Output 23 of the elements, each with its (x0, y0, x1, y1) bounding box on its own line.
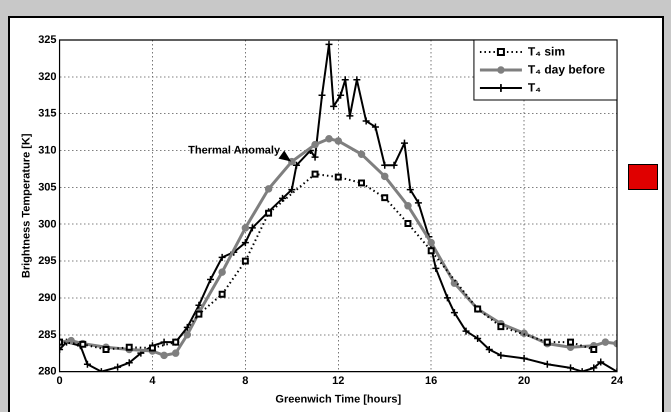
x-tick-label: 24 (610, 375, 624, 388)
y-tick-label: 325 (38, 34, 57, 46)
legend-label: T₄ (528, 80, 542, 94)
legend-label: T₄ sim (528, 44, 565, 58)
legend-label: T₄ day before (528, 62, 606, 76)
y-tick-label: 295 (38, 255, 57, 268)
x-tick-label: 8 (242, 375, 248, 388)
y-axis-title: Brightness Temperature [K] (20, 133, 33, 278)
x-axis-title: Greenwich Time [hours] (275, 393, 402, 406)
y-tick-label: 310 (38, 144, 57, 157)
y-tick-label: 285 (38, 328, 57, 341)
y-tick-label: 290 (38, 292, 57, 304)
y-tick-label: 315 (38, 108, 57, 120)
x-tick-label: 4 (149, 375, 156, 388)
x-tick-label: 12 (332, 375, 344, 388)
y-tick-label: 305 (38, 181, 57, 194)
y-tick-label: 280 (38, 366, 57, 378)
x-tick-label: 20 (518, 375, 530, 388)
x-tick-label: 0 (56, 375, 63, 388)
y-tick-label: 300 (38, 218, 57, 230)
x-tick-label: 16 (425, 375, 438, 388)
annotation: Thermal Anomaly (188, 144, 281, 156)
y-tick-label: 320 (38, 70, 57, 83)
